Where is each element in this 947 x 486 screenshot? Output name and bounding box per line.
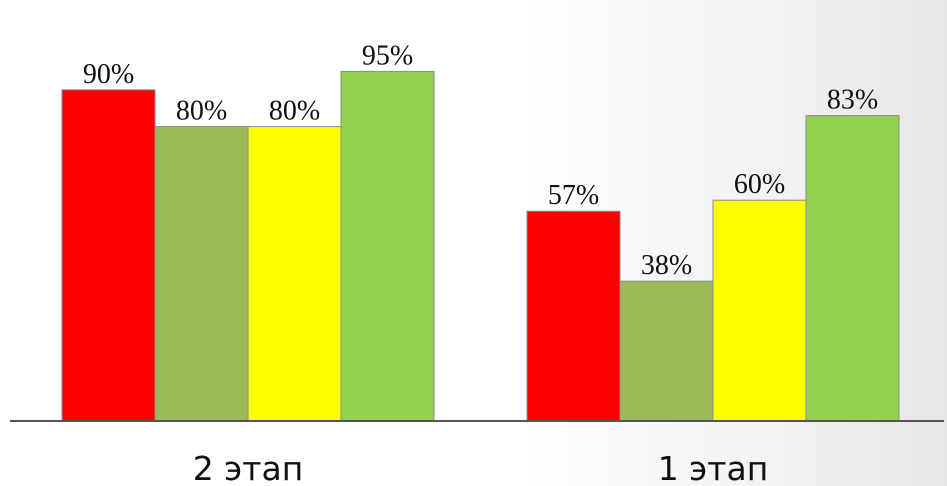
data-label-1-1: 90% [83, 59, 134, 90]
data-label-2-4: 83% [827, 85, 878, 116]
data-label-1-2: 80% [176, 96, 227, 127]
bar-1-3 [247, 126, 342, 422]
bar-1-4 [340, 70, 435, 422]
data-label-2-3: 60% [734, 169, 785, 200]
bars-layer [61, 70, 900, 422]
category-label-2: 1 этап [658, 449, 769, 486]
data-label-1-4: 95% [362, 40, 413, 71]
data-label-2-2: 38% [641, 250, 692, 281]
category-labels-layer: 2 этап 1 этап [193, 449, 769, 486]
bar-2-4 [805, 115, 900, 422]
data-labels-layer: 90% 80% 80% 95% 57% 38% 60% 83% [83, 40, 878, 281]
data-label-1-3: 80% [269, 96, 320, 127]
bar-2-2 [619, 280, 714, 422]
bar-2-1 [526, 210, 621, 422]
bar-2-3 [712, 199, 807, 422]
bar-1-2 [154, 126, 249, 422]
data-label-2-1: 57% [548, 180, 599, 211]
category-label-1: 2 этап [193, 449, 304, 486]
bar-1-1 [61, 89, 156, 422]
